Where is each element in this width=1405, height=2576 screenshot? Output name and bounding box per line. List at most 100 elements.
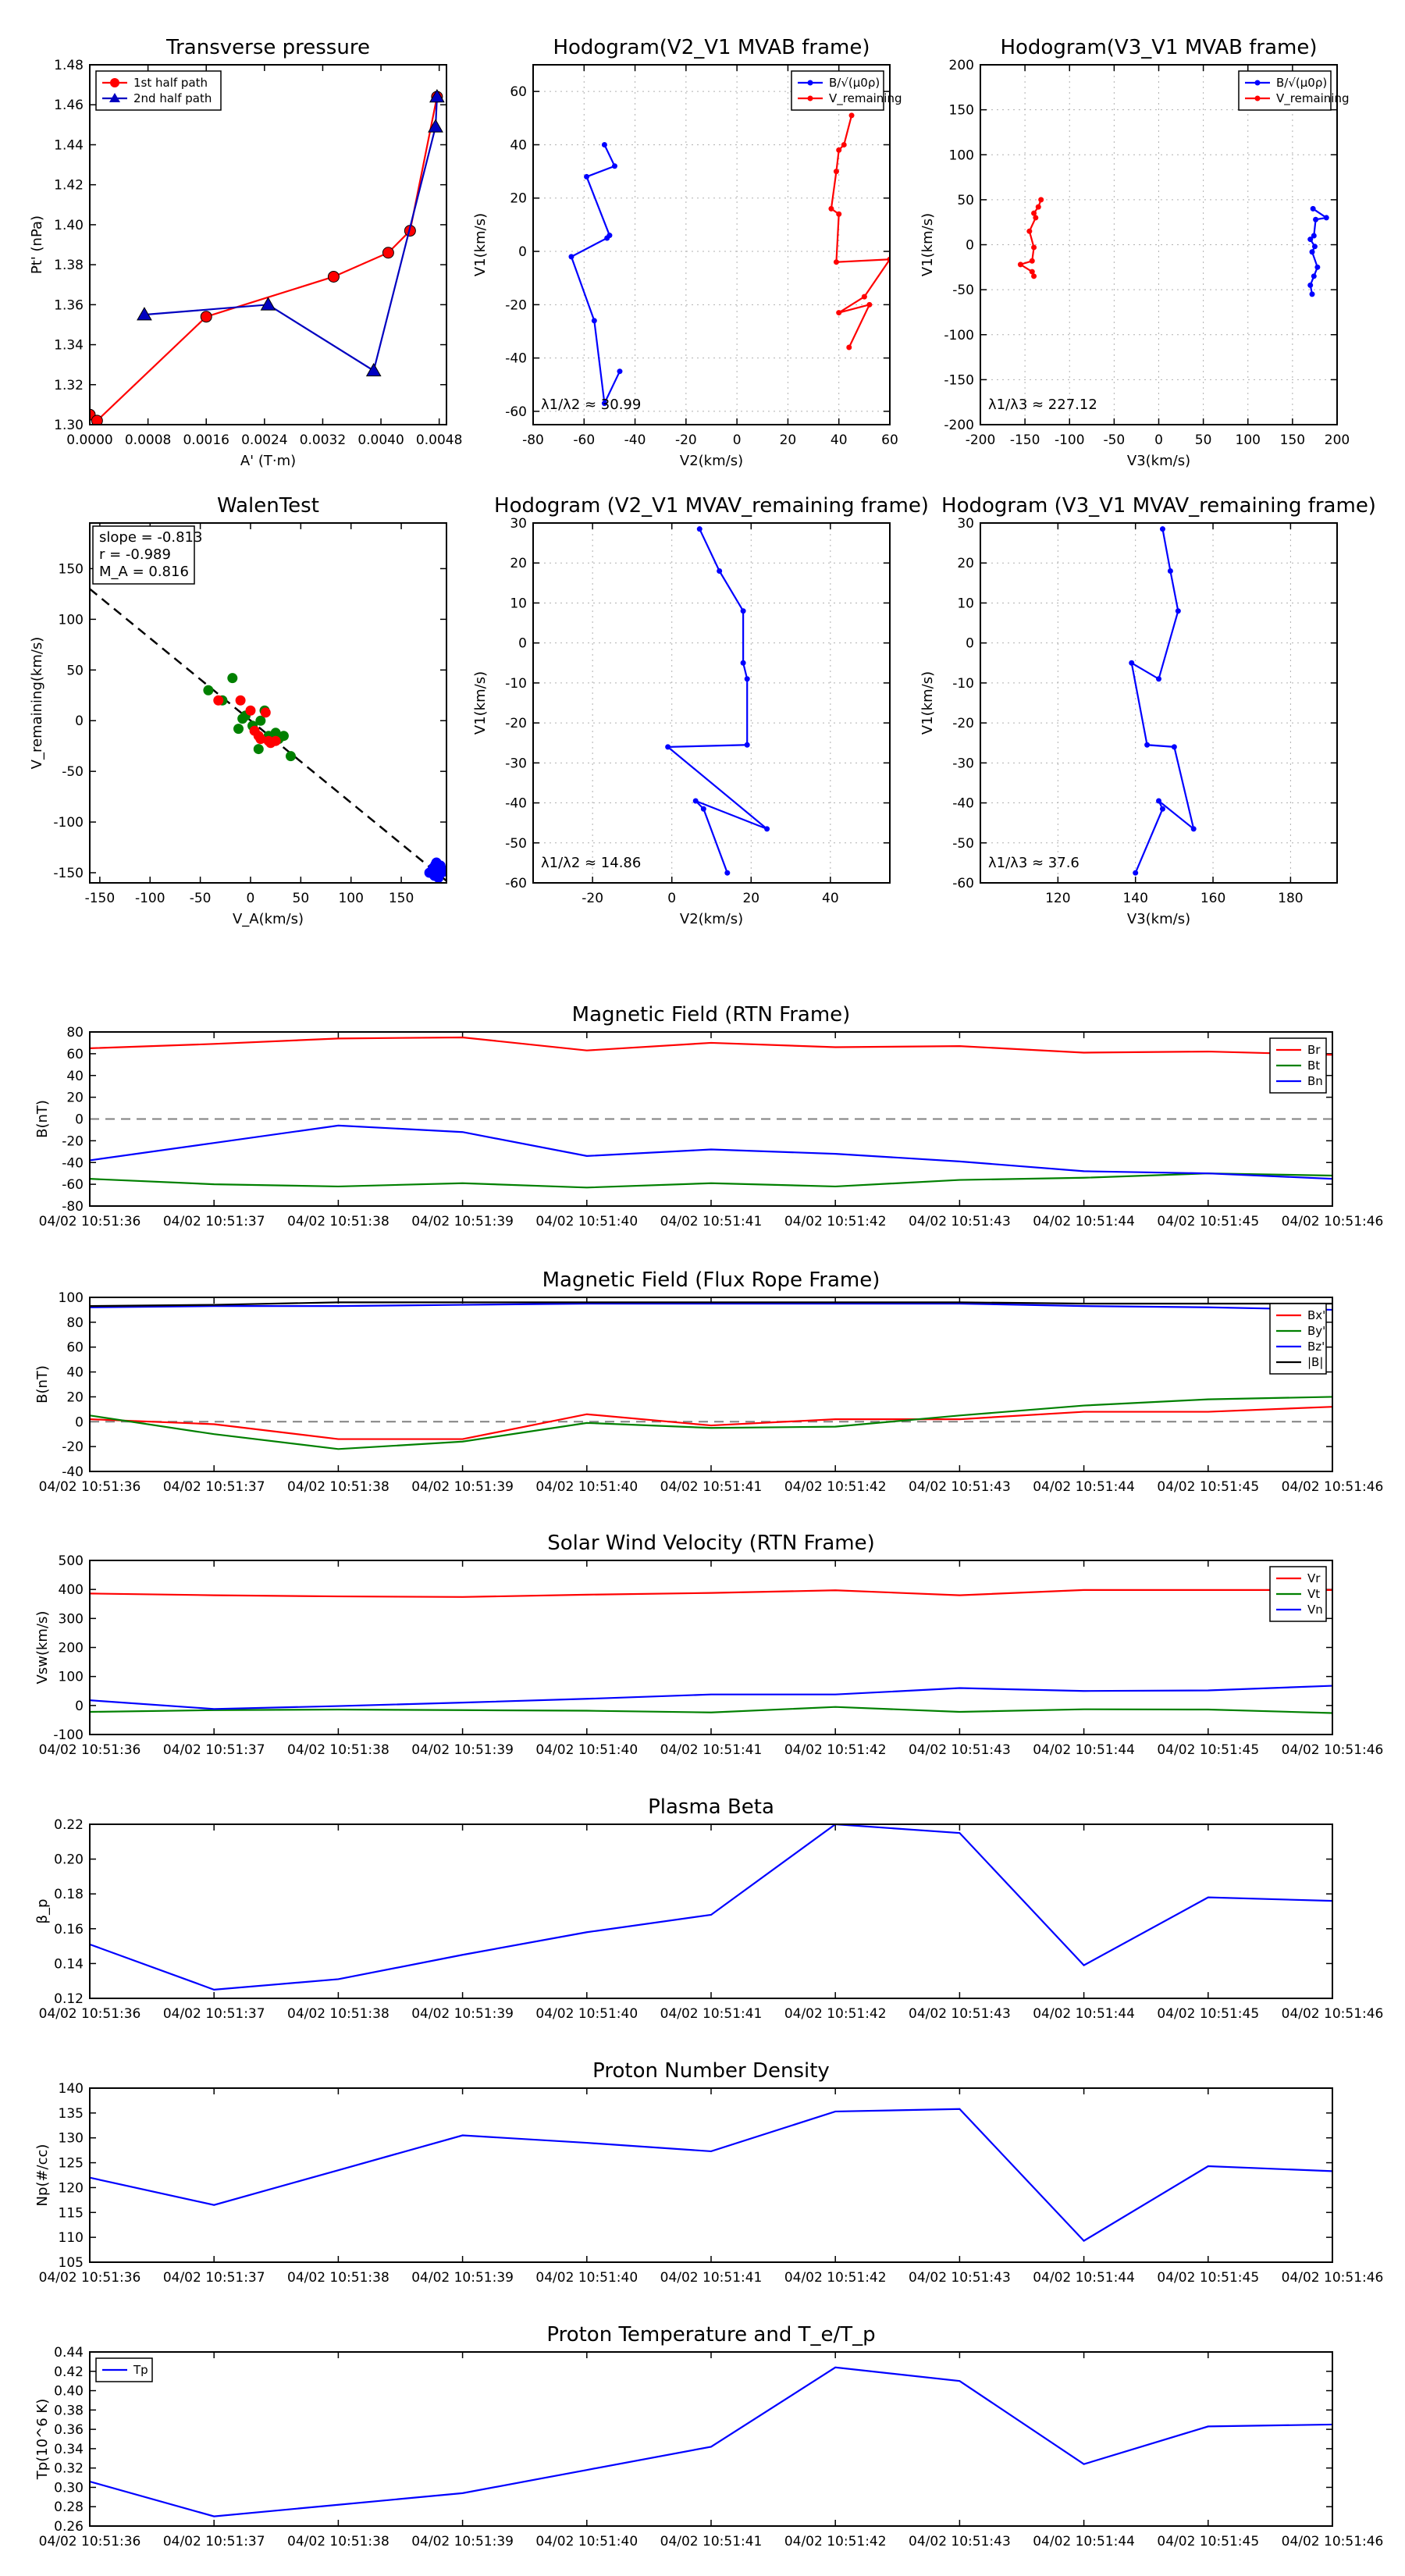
y-tick-label: 80 bbox=[66, 1315, 84, 1331]
data-point bbox=[866, 301, 873, 308]
y-tick-label: 200 bbox=[949, 58, 974, 73]
stats-line: slope = -0.813 bbox=[99, 529, 202, 546]
stats-line: r = -0.989 bbox=[99, 546, 171, 563]
y-tick-label: 1.40 bbox=[54, 218, 84, 233]
data-point bbox=[848, 112, 855, 119]
x-tick-label: 04/02 10:51:45 bbox=[1157, 1214, 1259, 1229]
plot-area bbox=[90, 1589, 1332, 1714]
chart-title: Proton Temperature and T_e/T_p bbox=[546, 2323, 875, 2347]
series-line-vremaining bbox=[1018, 199, 1042, 277]
y-tick-label: 0.20 bbox=[54, 1852, 84, 1868]
x-tick-label: 04/02 10:51:36 bbox=[39, 2006, 141, 2022]
y-tick-label: 150 bbox=[59, 561, 84, 577]
y-tick-label: 1.48 bbox=[54, 58, 84, 73]
x-tick-label: 50 bbox=[1195, 432, 1212, 448]
y-tick-label: 60 bbox=[66, 1047, 84, 1062]
data-point bbox=[428, 119, 443, 133]
y-axis-label: Vsw(km/s) bbox=[34, 1611, 51, 1685]
data-point bbox=[203, 685, 214, 696]
axes-frame bbox=[89, 1031, 1333, 1207]
y-tick-label: 20 bbox=[66, 1091, 84, 1106]
y-tick-label: 0 bbox=[966, 238, 974, 254]
y-tick-label: -100 bbox=[53, 815, 84, 831]
legend: Vr Vt Vn bbox=[1269, 1566, 1327, 1622]
x-axis-label: V3(km/s) bbox=[1127, 453, 1190, 469]
plot-area bbox=[90, 2108, 1332, 2243]
y-tick-label: 0.36 bbox=[54, 2422, 84, 2438]
x-tick-label: 0.0040 bbox=[357, 432, 404, 448]
x-tick-label: 04/02 10:51:36 bbox=[39, 2270, 141, 2286]
x-tick-label: 180 bbox=[1278, 891, 1303, 906]
data-point bbox=[764, 826, 770, 832]
y-axis-label: Tp(10^6 K) bbox=[34, 2399, 51, 2480]
y-tick-label: 0.12 bbox=[54, 1991, 84, 2007]
y-tick-label: 0 bbox=[75, 1699, 84, 1714]
x-tick-label: 04/02 10:51:39 bbox=[411, 1214, 514, 1229]
x-tick-label: 0.0016 bbox=[183, 432, 229, 448]
x-tick-label: 04/02 10:51:38 bbox=[287, 2534, 389, 2549]
y-tick-label: 20 bbox=[510, 556, 527, 571]
legend-label: Bz' bbox=[1307, 1340, 1325, 1354]
legend-marker bbox=[110, 78, 119, 87]
x-tick-label: 04/02 10:51:42 bbox=[784, 2006, 887, 2022]
x-tick-label: 04/02 10:51:44 bbox=[1033, 2006, 1135, 2022]
x-tick-label: 04/02 10:51:37 bbox=[163, 2270, 265, 2286]
axes-frame bbox=[532, 64, 891, 425]
legend-label: By' bbox=[1307, 1324, 1325, 1338]
y-tick-label: -20 bbox=[62, 1133, 84, 1149]
legend-label: Br bbox=[1307, 1043, 1321, 1057]
y-tick-label: 20 bbox=[66, 1389, 84, 1405]
chart-title: WalenTest bbox=[217, 494, 319, 518]
y-tick-label: 10 bbox=[510, 596, 527, 611]
y-tick-label: 125 bbox=[59, 2156, 84, 2172]
panel-walen: WalenTest -150 -100 -50 0 50 100 150 -150 -100 -50… bbox=[29, 494, 447, 927]
y-tick-label: 1.30 bbox=[54, 418, 84, 433]
x-tick-label: 160 bbox=[1200, 891, 1225, 906]
data-point bbox=[245, 705, 256, 716]
legend-label: B/√(μ0ρ) bbox=[1276, 76, 1327, 90]
series-line-vt bbox=[90, 1706, 1332, 1714]
y-tick-label: 1.38 bbox=[54, 258, 84, 273]
x-tick-label: 04/02 10:51:45 bbox=[1157, 1742, 1259, 1758]
y-tick-label: 400 bbox=[59, 1582, 84, 1598]
data-point bbox=[740, 608, 746, 614]
series-line-tp bbox=[90, 2366, 1332, 2517]
x-tick-label: 04/02 10:51:43 bbox=[909, 2534, 1011, 2549]
y-axis-label: Pt' (nPa) bbox=[29, 215, 45, 274]
x-tick-label: 04/02 10:51:44 bbox=[1033, 2270, 1135, 2286]
y-tick-label: -40 bbox=[505, 351, 527, 367]
x-tick-label: 0.0000 bbox=[66, 432, 112, 448]
stats-box bbox=[92, 525, 195, 585]
y-tick-label: 150 bbox=[949, 103, 974, 119]
data-point bbox=[611, 163, 617, 169]
x-tick-label: 04/02 10:51:46 bbox=[1282, 2270, 1384, 2286]
x-tick-label: 04/02 10:51:37 bbox=[163, 1214, 265, 1229]
y-tick-label: -50 bbox=[952, 836, 974, 852]
legend-box bbox=[95, 70, 222, 111]
y-tick-label: 115 bbox=[59, 2205, 84, 2221]
plot-area bbox=[90, 1301, 1332, 1450]
y-tick-label: -60 bbox=[505, 404, 527, 420]
chart-title: Transverse pressure bbox=[165, 36, 370, 59]
data-point bbox=[1026, 228, 1033, 234]
x-tick-label: 04/02 10:51:36 bbox=[39, 1479, 141, 1495]
legend-label: 2nd half path bbox=[133, 91, 212, 105]
y-tick-label: 40 bbox=[66, 1365, 84, 1381]
x-tick-label: 04/02 10:51:46 bbox=[1282, 2006, 1384, 2022]
x-tick-label: 04/02 10:51:37 bbox=[163, 2534, 265, 2549]
data-point bbox=[1129, 660, 1135, 666]
x-tick-label: 20 bbox=[780, 432, 797, 448]
y-tick-label: 0.34 bbox=[54, 2442, 84, 2457]
data-point bbox=[1029, 258, 1035, 264]
data-point bbox=[833, 169, 839, 175]
series-line-by bbox=[90, 1396, 1332, 1450]
y-tick-label: 0 bbox=[75, 1414, 84, 1430]
data-point bbox=[1311, 244, 1318, 250]
y-tick-label: -60 bbox=[952, 876, 974, 891]
x-tick-label: 04/02 10:51:36 bbox=[39, 1214, 141, 1229]
annotation-text: λ1/λ2 ≈ 14.86 bbox=[541, 855, 641, 871]
x-axis-label: V_A(km/s) bbox=[233, 911, 304, 927]
panel-tp: Transverse pressure 0.0000 0.0008 0.0016 0.0… bbox=[29, 36, 462, 469]
x-tick-label: 04/02 10:51:44 bbox=[1033, 2534, 1135, 2549]
